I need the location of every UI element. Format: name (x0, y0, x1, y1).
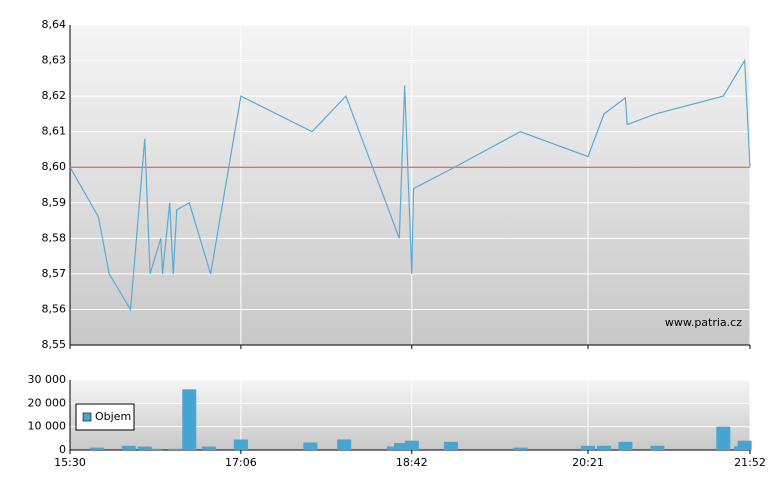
volume-bar (137, 446, 152, 450)
x-tick-label: 18:42 (396, 456, 428, 469)
y-tick-label: 8,60 (42, 160, 67, 173)
volume-bar (716, 426, 731, 450)
y-tick-label: 8,57 (42, 267, 67, 280)
legend-swatch (82, 412, 92, 422)
watermark: www.patria.cz (665, 316, 742, 329)
volume-bar (597, 445, 612, 450)
y-tick-label: 8,64 (42, 18, 67, 31)
volume-bar (513, 447, 528, 450)
y-tick-label: 8,56 (42, 302, 67, 315)
plot-area (70, 25, 750, 345)
volume-bar (737, 440, 752, 450)
volume-bar (121, 445, 136, 450)
volume-bar (394, 443, 409, 450)
legend-label: Objem (95, 410, 131, 423)
plot-area (70, 380, 750, 450)
y-tick-label: 8,59 (42, 196, 67, 209)
x-tick-label: 15:30 (54, 456, 86, 469)
y-tick-label: 8,58 (42, 231, 67, 244)
volume-bar (148, 448, 163, 450)
volume-bar (618, 441, 633, 450)
x-tick-label: 17:06 (225, 456, 257, 469)
volume-bar (386, 446, 401, 450)
y-tick-label: 10 000 (28, 420, 67, 433)
y-tick-label: 0 (59, 443, 66, 456)
volume-bar (337, 439, 352, 450)
y-tick-label: 8,61 (42, 125, 67, 138)
y-tick-label: 8,63 (42, 54, 67, 67)
y-tick-label: 30 000 (28, 373, 67, 386)
price-line (69, 58, 751, 312)
volume-bar (303, 442, 318, 450)
volume-bar (650, 445, 665, 450)
volume-bar (404, 440, 419, 450)
volume-bar (89, 447, 104, 450)
volume-bar (233, 439, 248, 450)
volume-bar (581, 445, 596, 450)
x-tick-label: 21:52 (734, 456, 766, 469)
y-tick-label: 8,55 (42, 338, 67, 351)
volume-bar (168, 448, 183, 450)
volume-bar (201, 446, 216, 450)
y-tick-label: 20 000 (28, 396, 67, 409)
x-tick-label: 20:21 (572, 456, 604, 469)
y-tick-label: 8,62 (42, 89, 67, 102)
volume-bar (182, 389, 197, 450)
volume-bar (443, 441, 458, 450)
